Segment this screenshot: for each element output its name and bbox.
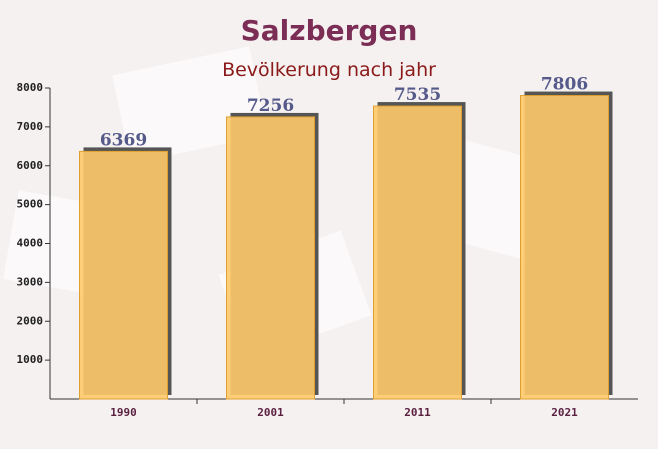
y-tick-label: 7000	[17, 120, 44, 133]
value-label: 7535	[394, 85, 441, 105]
y-tick-label: 1000	[17, 353, 44, 366]
value-label: 6369	[100, 130, 147, 150]
x-tick-label: 2001	[257, 406, 284, 419]
bar	[79, 150, 168, 400]
y-tick-label: 5000	[17, 198, 44, 211]
y-tick-label: 2000	[17, 314, 44, 327]
chart-subtitle: Bevölkerung nach jahr	[222, 59, 436, 81]
y-tick-label: 4000	[17, 237, 44, 250]
x-tick-label: 2011	[404, 406, 431, 419]
bar	[520, 95, 609, 400]
value-label: 7806	[541, 75, 588, 95]
bar	[373, 105, 462, 400]
y-tick-label: 8000	[17, 81, 44, 94]
x-tick-label: 1990	[110, 406, 137, 419]
value-label: 7256	[247, 96, 294, 116]
chart-title: Salzbergen	[241, 14, 418, 47]
bar	[226, 116, 315, 400]
y-tick-label: 6000	[17, 159, 44, 172]
y-tick-label: 3000	[17, 275, 44, 288]
x-tick-label: 2021	[551, 406, 578, 419]
